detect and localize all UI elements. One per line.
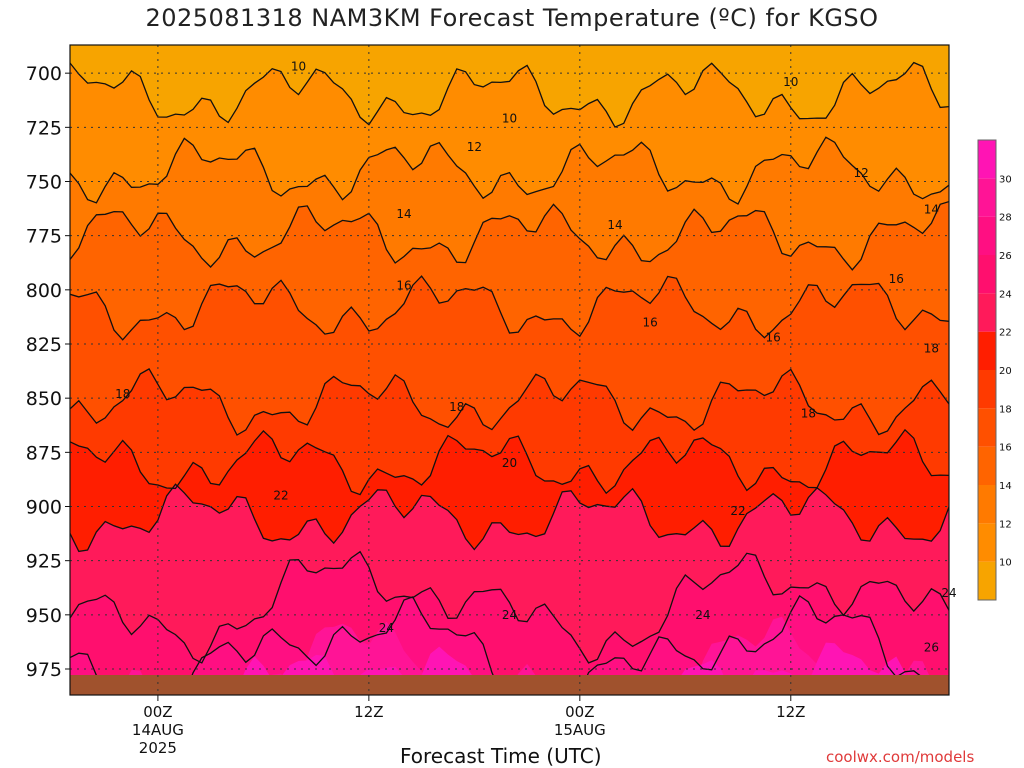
x-tick-date: 14AUG bbox=[132, 721, 184, 739]
colorbar-swatch bbox=[978, 446, 996, 485]
colorbar-swatch bbox=[978, 523, 996, 562]
colorbar-swatch bbox=[978, 255, 996, 294]
x-tick-label: 00Z bbox=[143, 703, 172, 721]
ground-band bbox=[70, 675, 949, 695]
contour-label-18: 18 bbox=[924, 341, 939, 355]
x-tick-label: 12Z bbox=[354, 703, 383, 721]
y-tick-label: 950 bbox=[26, 605, 62, 627]
contour-10 bbox=[70, 61, 949, 128]
y-tick-label: 850 bbox=[26, 388, 62, 410]
colorbar-swatch bbox=[978, 293, 996, 332]
chart-title: 2025081318 NAM3KM Forecast Temperature (… bbox=[145, 4, 879, 32]
colorbar-swatch bbox=[978, 370, 996, 409]
plot-frame bbox=[69, 44, 950, 696]
contour-label-16: 16 bbox=[889, 272, 904, 286]
contour-labels: 10 10 10 12 12 14 14 14 16 16 16 16 18 18 18 18 20 22 22 24… bbox=[115, 60, 957, 655]
y-tick-label: 750 bbox=[26, 172, 62, 194]
colorbar-swatch bbox=[978, 485, 996, 524]
colorbar-legend: 10 12 14 16 18 20 22 24 26 28 30 bbox=[977, 139, 1012, 601]
contour-16 bbox=[70, 275, 949, 341]
y-tick-label: 800 bbox=[26, 280, 62, 302]
contour-label-14: 14 bbox=[396, 207, 411, 221]
x-tick-label: 12Z bbox=[776, 703, 805, 721]
ground-surface bbox=[70, 675, 949, 695]
contour-label-12: 12 bbox=[853, 166, 868, 180]
y-tick-label: 825 bbox=[26, 334, 62, 356]
contour-label-16: 16 bbox=[766, 331, 781, 345]
x-tick-date: 15AUG bbox=[554, 721, 606, 739]
contour-label-14: 14 bbox=[924, 203, 939, 217]
contour-20 bbox=[70, 428, 949, 496]
colorbar-label: 22 bbox=[999, 328, 1012, 339]
contour-24 bbox=[70, 550, 949, 664]
x-axis-label: Forecast Time (UTC) bbox=[400, 744, 602, 768]
colorbar-swatch bbox=[978, 331, 996, 370]
y-tick-label: 875 bbox=[26, 442, 62, 464]
colorbar-label: 12 bbox=[999, 519, 1012, 530]
contour-label-22: 22 bbox=[273, 489, 288, 503]
x-tick-label: 00Z bbox=[565, 703, 594, 721]
contour-label-16: 16 bbox=[642, 315, 657, 329]
credit-link[interactable]: coolwx.com/models bbox=[826, 748, 975, 766]
contour-label-26: 26 bbox=[924, 640, 939, 654]
contour-label-22: 22 bbox=[730, 504, 745, 518]
colorbar-label: 14 bbox=[999, 481, 1012, 492]
y-tick-label: 725 bbox=[26, 117, 62, 139]
colorbar-label: 28 bbox=[999, 213, 1012, 224]
contour-label-10: 10 bbox=[502, 112, 517, 126]
y-tick-label: 900 bbox=[26, 497, 62, 519]
contour-label-18: 18 bbox=[115, 387, 130, 401]
contour-label-10: 10 bbox=[783, 75, 798, 89]
colorbar-label: 24 bbox=[999, 289, 1012, 300]
y-axis-ticks: 700 725 750 775 800 825 850 875 900 925 950 975 bbox=[26, 63, 70, 681]
contour-label-18: 18 bbox=[801, 406, 816, 420]
contour-label-10: 10 bbox=[291, 60, 306, 74]
colorbar-label: 18 bbox=[999, 404, 1012, 415]
temperature-bands bbox=[70, 45, 949, 695]
colorbar-swatch bbox=[978, 216, 996, 255]
contour-label-18: 18 bbox=[449, 400, 464, 414]
contour-label-14: 14 bbox=[607, 218, 622, 232]
colorbar-label: 26 bbox=[999, 251, 1012, 262]
colorbar-label: 16 bbox=[999, 443, 1012, 454]
contour-label-24: 24 bbox=[695, 608, 710, 622]
contour-14 bbox=[70, 200, 949, 271]
colorbar-label: 20 bbox=[999, 366, 1012, 377]
colorbar-swatch bbox=[978, 561, 996, 600]
y-tick-label: 700 bbox=[26, 63, 62, 85]
contour-label-24: 24 bbox=[379, 621, 394, 635]
colorbar-swatch bbox=[978, 178, 996, 217]
contour-label-16: 16 bbox=[396, 279, 411, 293]
x-tick-year: 2025 bbox=[139, 739, 177, 757]
contour-22 bbox=[70, 483, 949, 553]
contour-label-12: 12 bbox=[467, 140, 482, 154]
y-tick-label: 925 bbox=[26, 551, 62, 573]
y-tick-label: 975 bbox=[26, 659, 62, 681]
contour-label-20: 20 bbox=[502, 456, 517, 470]
colorbar-swatch bbox=[978, 140, 996, 179]
colorbar-label: 10 bbox=[999, 558, 1012, 569]
colorbar-label: 30 bbox=[999, 174, 1012, 185]
colorbar-frame bbox=[977, 139, 997, 601]
y-tick-label: 775 bbox=[26, 226, 62, 248]
contour-18 bbox=[70, 368, 949, 436]
colorbar-swatch bbox=[978, 408, 996, 447]
contour-12 bbox=[70, 136, 949, 205]
contour-label-24: 24 bbox=[502, 608, 517, 622]
